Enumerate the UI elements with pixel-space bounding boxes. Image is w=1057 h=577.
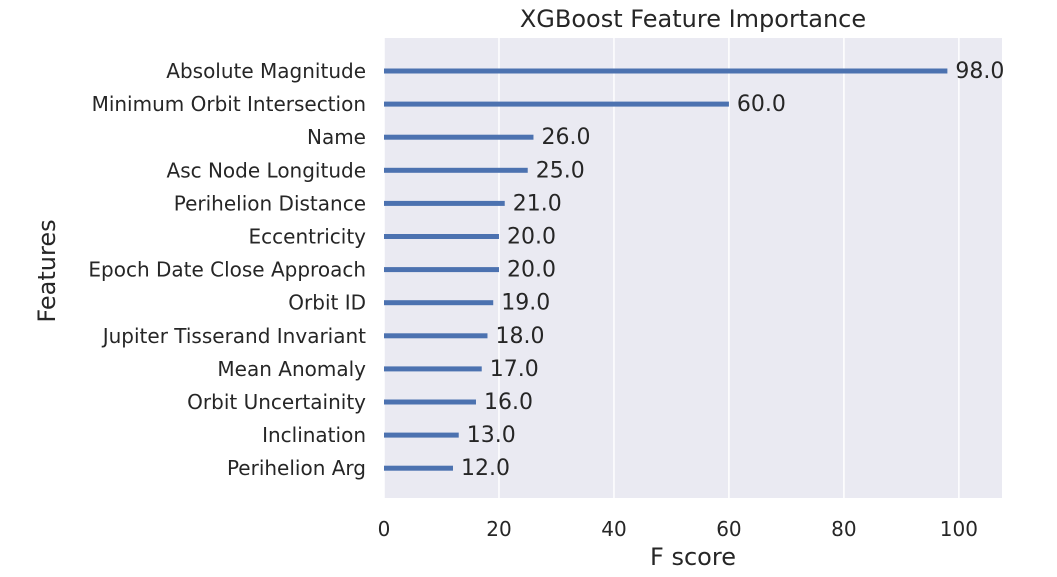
bar	[384, 134, 534, 140]
bar	[384, 101, 729, 107]
bar-value-label: 25.0	[536, 158, 585, 183]
chart-title: XGBoost Feature Importance	[520, 5, 866, 33]
x-tick-label: 40	[601, 517, 626, 541]
bar	[384, 300, 494, 306]
bar-value-label: 17.0	[490, 357, 539, 382]
category-label: Minimum Orbit Intersection	[92, 92, 366, 116]
bar	[384, 366, 482, 372]
bar-value-label: 13.0	[467, 423, 516, 448]
x-tick-label: 80	[831, 517, 856, 541]
bar	[384, 200, 505, 206]
x-tick-labels: 0 20 40 60 80 100	[378, 517, 978, 541]
bar-value-label: 21.0	[513, 191, 562, 216]
x-axis-label: F score	[650, 543, 736, 571]
bars	[384, 68, 948, 471]
x-tick-label: 60	[716, 517, 741, 541]
bar	[384, 234, 499, 239]
category-label: Name	[307, 125, 366, 149]
category-label: Mean Anomaly	[217, 357, 366, 381]
bar	[384, 68, 948, 74]
bar-value-label: 26.0	[541, 125, 590, 150]
bar	[384, 465, 453, 471]
bar-value-label: 16.0	[484, 390, 533, 415]
category-label: Asc Node Longitude	[167, 158, 366, 182]
x-tick-label: 0	[378, 517, 391, 541]
x-tick-label: 20	[486, 517, 511, 541]
data-labels: 98.0 60.0 26.0 25.0 21.0 20.0 20.0 19.0 18.0 17.0…	[461, 59, 1004, 481]
bar-value-label: 12.0	[461, 456, 510, 481]
bar-value-label: 60.0	[737, 92, 786, 117]
category-label: Perihelion Arg	[227, 456, 366, 480]
bar-value-label: 18.0	[495, 324, 544, 349]
x-tick-label: 100	[940, 517, 978, 541]
category-label: Orbit Uncertainity	[187, 390, 366, 414]
y-axis-label: Features	[33, 219, 61, 322]
category-label: Inclination	[262, 423, 366, 447]
bar-value-label: 20.0	[507, 258, 556, 283]
category-label: Perihelion Distance	[174, 191, 366, 215]
category-label: Orbit ID	[288, 291, 366, 315]
category-label: Absolute Magnitude	[166, 59, 366, 83]
category-label: Jupiter Tisserand Invariant	[101, 324, 366, 348]
bar	[384, 267, 499, 273]
category-label: Eccentricity	[249, 225, 367, 249]
category-label: Epoch Date Close Approach	[88, 258, 366, 282]
category-labels: Absolute Magnitude Minimum Orbit Intersec…	[88, 59, 366, 480]
bar	[384, 432, 459, 438]
bar	[384, 167, 528, 173]
bar-value-label: 19.0	[501, 291, 550, 316]
bar	[384, 333, 488, 339]
bar	[384, 399, 476, 405]
bar-value-label: 98.0	[955, 59, 1004, 84]
bar-value-label: 20.0	[507, 225, 556, 250]
